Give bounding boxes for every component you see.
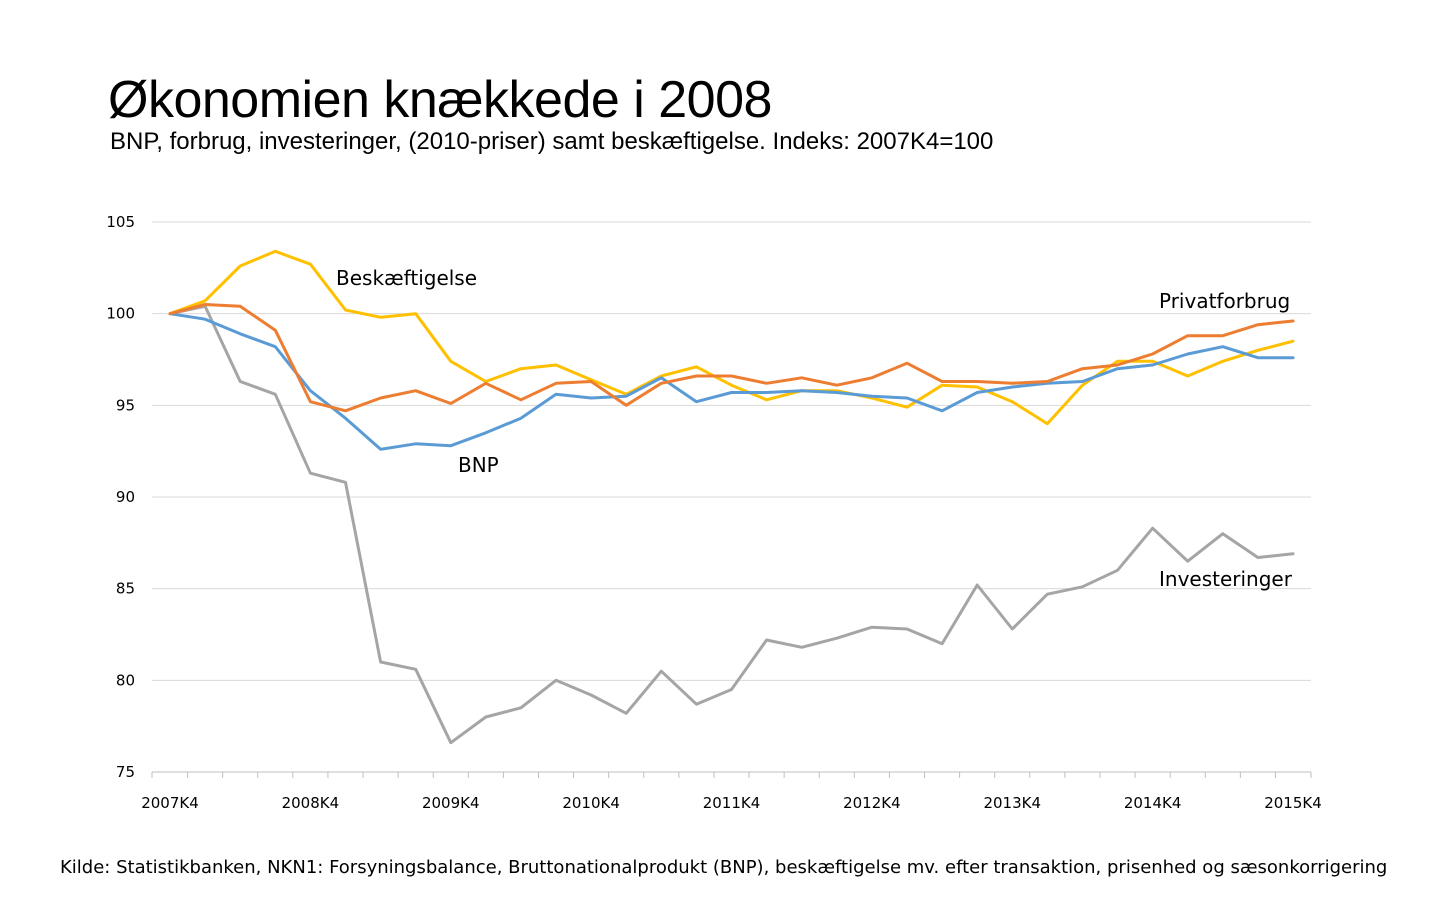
y-tick-label: 80	[116, 671, 135, 689]
x-tick-label: 2010K4	[562, 794, 620, 812]
series-line-besk-ftigelse	[168, 249, 1295, 426]
series-label-beskaeftigelse: Beskæftigelse	[336, 266, 477, 290]
x-tick-label: 2011K4	[703, 794, 761, 812]
x-tick-label: 2007K4	[141, 794, 199, 812]
y-tick-label: 95	[116, 396, 135, 414]
x-tick-label: 2014K4	[1124, 794, 1182, 812]
chart-subtitle: BNP, forbrug, investeringer, (2010-prise…	[110, 128, 994, 155]
gridlines	[152, 221, 1311, 681]
series-labels: Beskæftigelse Privatforbrug BNP Invester…	[336, 266, 1293, 591]
x-tick-label: 2009K4	[422, 794, 480, 812]
x-tick-label: 2008K4	[282, 794, 340, 812]
series-label-bnp: BNP	[458, 453, 499, 477]
y-tick-label: 85	[116, 580, 135, 598]
source-note: Kilde: Statistikbanken, NKN1: Forsynings…	[60, 857, 1388, 878]
x-tick-label: 2015K4	[1264, 794, 1322, 812]
y-tick-label: 90	[116, 488, 135, 506]
series-label-investeringer: Investeringer	[1159, 567, 1293, 591]
chart-title: Økonomien knækkede i 2008	[108, 71, 772, 129]
series-label-privatforbrug: Privatforbrug	[1159, 289, 1290, 313]
series-line-investeringer	[168, 304, 1295, 745]
series-lines	[168, 249, 1295, 745]
axes: 75 80 85 90 95 100 105 2007K4 2008K4 2009K4 2010K4…	[106, 213, 1321, 812]
x-tick-label: 2013K4	[983, 794, 1041, 812]
y-tick-label: 100	[106, 305, 135, 323]
series-line-bnp	[168, 312, 1295, 451]
series-line-privatforbrug	[168, 303, 1295, 413]
x-tick-label: 2012K4	[843, 794, 901, 812]
y-tick-label: 75	[116, 763, 135, 781]
y-tick-label: 105	[106, 213, 135, 231]
